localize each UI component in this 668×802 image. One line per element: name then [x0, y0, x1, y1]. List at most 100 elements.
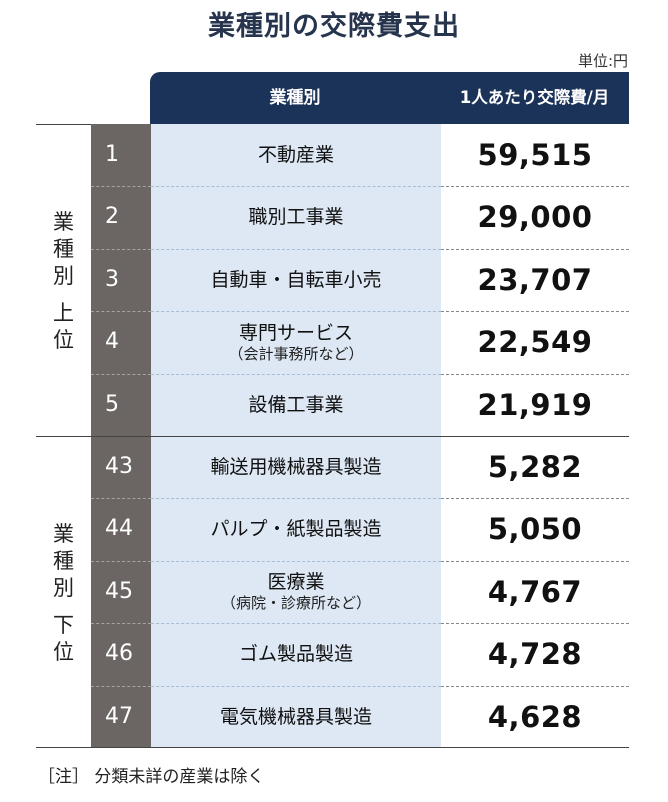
industry-cell: 設備工事業	[151, 374, 441, 436]
expense-value: 22,549	[477, 325, 593, 360]
rank-cell: 2	[105, 204, 119, 230]
table-row: 3 自動車・自転車小売 23,707	[91, 249, 629, 311]
industry-note: （会計事務所など）	[228, 344, 364, 363]
industry-name: 電気機械器具製造	[219, 705, 372, 728]
industry-cell: 輸送用機械器具製造	[151, 436, 441, 498]
value-divider	[441, 186, 629, 188]
expense-value: 4,728	[487, 637, 583, 672]
value-divider	[441, 498, 629, 500]
group-char	[53, 602, 74, 612]
value-divider	[441, 311, 629, 313]
unit-label: 単位:円	[577, 52, 628, 70]
expense-value: 5,050	[487, 512, 583, 547]
group-char: 位	[53, 639, 74, 664]
table-row: 45 医療業 （病院・診療所など） 4,767	[91, 561, 629, 623]
group-bottom: 業種別下位	[36, 436, 91, 749]
expense-value: 5,282	[487, 450, 583, 484]
industry-cell: 職別工事業	[151, 186, 441, 248]
group-char	[53, 290, 74, 300]
table-row: 44 パルプ・紙製品製造 5,050	[91, 498, 629, 560]
rank-divider	[91, 248, 151, 250]
group-char: 種	[53, 236, 74, 261]
industry-divider	[151, 685, 441, 687]
industry-name: 自動車・自転車小売	[210, 268, 382, 291]
top-border-left	[36, 124, 91, 125]
group-char: 別	[53, 263, 74, 288]
rank-divider	[91, 311, 151, 313]
table-row: 5 設備工事業 21,919	[91, 374, 629, 436]
industry-divider	[151, 248, 441, 250]
industry-name: 職別工事業	[248, 206, 344, 229]
rank-cell: 46	[105, 641, 133, 667]
industry-cell: 医療業 （病院・診療所など）	[151, 561, 441, 623]
industry-divider	[151, 311, 441, 313]
industry-cell: 不動産業	[151, 124, 441, 186]
industry-cell: パルプ・紙製品製造	[151, 498, 441, 560]
value-divider	[441, 248, 629, 250]
table-row: 1 不動産業 59,515	[91, 124, 629, 186]
rank-cell: 45	[105, 578, 133, 604]
industry-divider	[151, 498, 441, 500]
table-row: 2 職別工事業 29,000	[91, 186, 629, 248]
rank-cell: 4	[105, 329, 119, 355]
rank-cell: 5	[105, 391, 119, 417]
expense-value: 59,515	[477, 138, 593, 172]
industry-name: 設備工事業	[248, 393, 344, 416]
table-row: 4 専門サービス （会計事務所など） 22,549	[91, 311, 629, 373]
table-row: 47 電気機械器具製造 4,628	[91, 686, 629, 748]
industry-note: （病院・診療所など）	[220, 594, 371, 613]
rank-divider	[91, 623, 151, 625]
expense-value: 4,628	[487, 699, 583, 734]
expense-value: 4,767	[487, 574, 583, 609]
table-row: 46 ゴム製品製造 4,728	[91, 623, 629, 685]
group-top: 業種別上位	[36, 124, 91, 437]
table-row: 43 輸送用機械器具製造 5,282	[91, 436, 629, 498]
industry-cell: 専門サービス （会計事務所など）	[151, 311, 441, 373]
industry-name: 医療業	[267, 571, 325, 594]
rank-cell: 44	[105, 516, 133, 542]
bottom-border	[36, 747, 629, 748]
group-char: 種	[53, 548, 74, 573]
rank-divider	[91, 685, 151, 687]
value-divider	[441, 373, 629, 375]
group-char: 上	[53, 300, 74, 325]
rank-divider	[91, 186, 151, 188]
industry-name: 輸送用機械器具製造	[210, 456, 382, 478]
header-expense: 1人あたり交際費/月	[459, 88, 610, 107]
industry-name: 不動産業	[257, 144, 334, 166]
rank-cell: 47	[105, 703, 133, 729]
industry-divider	[151, 623, 441, 625]
rank-cell: 1	[105, 142, 119, 167]
group-char: 位	[53, 327, 74, 352]
value-divider	[441, 685, 629, 687]
rank-divider	[91, 373, 151, 375]
footnote: ［注］ 分類未詳の産業は除く	[38, 767, 265, 787]
industry-name: 専門サービス	[238, 321, 353, 344]
industry-cell: 自動車・自転車小売	[151, 249, 441, 311]
group-bottom-label: 業種別下位	[53, 521, 74, 666]
industry-cell: ゴム製品製造	[151, 623, 441, 685]
industry-name: ゴム製品製造	[238, 643, 353, 666]
group-char: 別	[53, 575, 74, 600]
industry-divider	[151, 186, 441, 188]
group-char: 下	[53, 612, 74, 637]
rank-cell: 3	[105, 266, 119, 292]
rank-divider	[91, 560, 151, 562]
table-header: 業種別 1人あたり交際費/月	[150, 72, 629, 124]
group-char: 業	[53, 521, 74, 546]
industry-cell: 電気機械器具製造	[151, 686, 441, 748]
industry-divider	[151, 560, 441, 562]
expense-value: 29,000	[477, 200, 593, 235]
industry-divider	[151, 373, 441, 375]
rank-divider	[91, 498, 151, 500]
group-top-label: 業種別上位	[53, 209, 74, 354]
group-char: 業	[53, 209, 74, 234]
expense-value: 21,919	[477, 387, 593, 422]
value-divider	[441, 623, 629, 625]
value-divider	[441, 560, 629, 562]
expense-value: 23,707	[477, 262, 593, 297]
header-industry: 業種別	[269, 88, 321, 108]
group-divider	[36, 436, 629, 437]
chart-title: 業種別の交際費支出	[208, 11, 460, 42]
rank-cell: 43	[105, 454, 133, 479]
